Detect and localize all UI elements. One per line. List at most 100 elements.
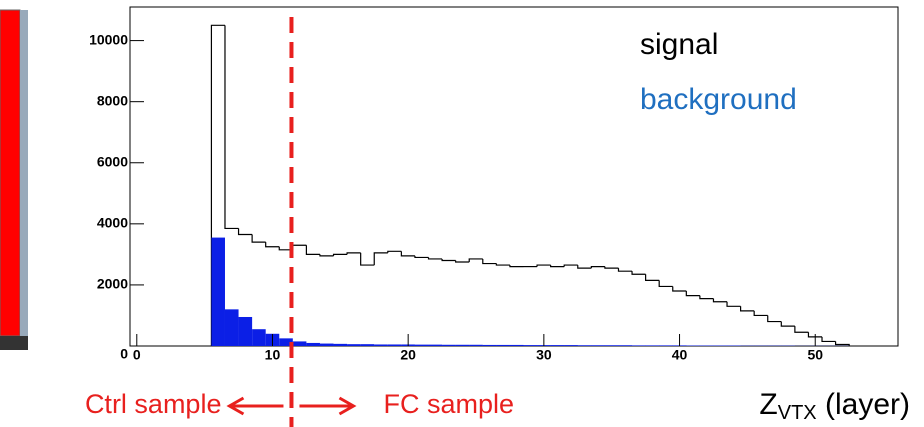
y-tick-label: 10000 <box>89 31 128 47</box>
x-tick-label: 10 <box>265 347 281 363</box>
y-tick-label: 8000 <box>97 92 128 108</box>
bar-step <box>237 228 253 236</box>
legend-entry: background <box>640 83 797 116</box>
y-tick-label: 4000 <box>97 215 128 231</box>
bar-step <box>536 264 551 267</box>
bar <box>577 345 592 346</box>
bar <box>238 316 253 346</box>
bar <box>645 345 660 346</box>
bar <box>387 344 402 346</box>
bar-step <box>550 265 565 268</box>
bar-step <box>807 332 823 338</box>
bar-step <box>740 306 755 312</box>
bar <box>591 345 605 346</box>
plot-frame <box>129 6 899 347</box>
bar-step <box>319 254 334 257</box>
bar-step <box>387 250 402 253</box>
bar-step <box>658 280 673 288</box>
arrow-right <box>299 396 357 416</box>
bar <box>509 344 524 346</box>
bar-step <box>332 253 348 256</box>
bar-step <box>210 24 225 346</box>
bar-step <box>685 291 700 297</box>
bar-step <box>563 264 578 267</box>
bar <box>374 344 388 346</box>
annotation: FC sample <box>383 389 514 419</box>
bar-step <box>360 252 375 266</box>
bar-step <box>441 258 456 262</box>
bar-step <box>672 286 687 292</box>
bar-step <box>292 244 307 250</box>
bar-step <box>767 315 782 323</box>
bar-step <box>265 242 280 248</box>
bar-step <box>346 252 361 255</box>
red-bar <box>0 9 21 337</box>
bar-step <box>251 234 266 243</box>
annotation: Ctrl sample <box>85 389 222 419</box>
bar <box>442 344 456 346</box>
x-tick-label: 0 <box>133 347 141 363</box>
bar-step <box>495 263 510 266</box>
bar <box>618 345 633 346</box>
bar-step <box>631 271 646 275</box>
bar-step <box>590 265 605 269</box>
bar <box>414 344 429 346</box>
bar-step <box>455 260 470 263</box>
y-tick-label: 2000 <box>97 276 128 292</box>
x-tick-label: 40 <box>672 347 688 363</box>
bar-step <box>645 274 660 281</box>
x-label-part: Z <box>759 388 777 421</box>
y-tick-label: 0 <box>120 346 128 362</box>
x-tick-label: 30 <box>536 347 552 363</box>
bar <box>252 329 266 346</box>
bar-step <box>726 301 741 307</box>
grey-bar <box>20 10 28 336</box>
bar <box>632 345 646 346</box>
bar-step <box>712 298 728 303</box>
bar <box>347 344 361 346</box>
bar <box>360 344 375 346</box>
bar-step <box>780 321 795 327</box>
bar <box>292 341 307 346</box>
bar-step <box>278 246 293 251</box>
x-axis-label: ZVTX (layer) <box>759 388 910 424</box>
legend-entry: signal <box>640 28 718 61</box>
bar-step <box>821 336 836 343</box>
bar <box>224 309 239 346</box>
bar <box>428 344 443 346</box>
bar-step <box>577 265 592 269</box>
x-label-part: (layer) <box>817 388 910 421</box>
bar-step <box>414 255 429 259</box>
bar-step <box>617 268 633 272</box>
bar <box>550 345 565 346</box>
bar <box>279 338 293 346</box>
bar <box>306 342 320 346</box>
bar-step <box>753 310 768 317</box>
x-tick-label: 50 <box>807 347 823 363</box>
bar <box>455 344 470 346</box>
bar <box>319 343 334 346</box>
bar-step <box>482 258 497 265</box>
bar-step <box>373 252 388 266</box>
bar <box>469 344 483 346</box>
bar <box>659 345 673 346</box>
arrow-left <box>226 396 284 416</box>
bar-foot <box>0 336 28 350</box>
side-decoration <box>0 9 28 350</box>
bar <box>211 237 225 346</box>
bar-step <box>305 245 320 255</box>
bar-step <box>400 251 415 257</box>
y-tick-label: 6000 <box>97 153 128 169</box>
bar <box>523 345 538 346</box>
bar <box>604 345 619 346</box>
bar-step <box>509 265 524 268</box>
bar <box>496 344 510 346</box>
bar-step <box>468 258 483 263</box>
x-tick-label: 20 <box>400 347 416 363</box>
bar-step <box>699 295 714 300</box>
bar-step <box>794 326 809 333</box>
bar-step <box>834 341 850 346</box>
bar-step <box>427 257 443 260</box>
bar-step <box>224 25 239 230</box>
